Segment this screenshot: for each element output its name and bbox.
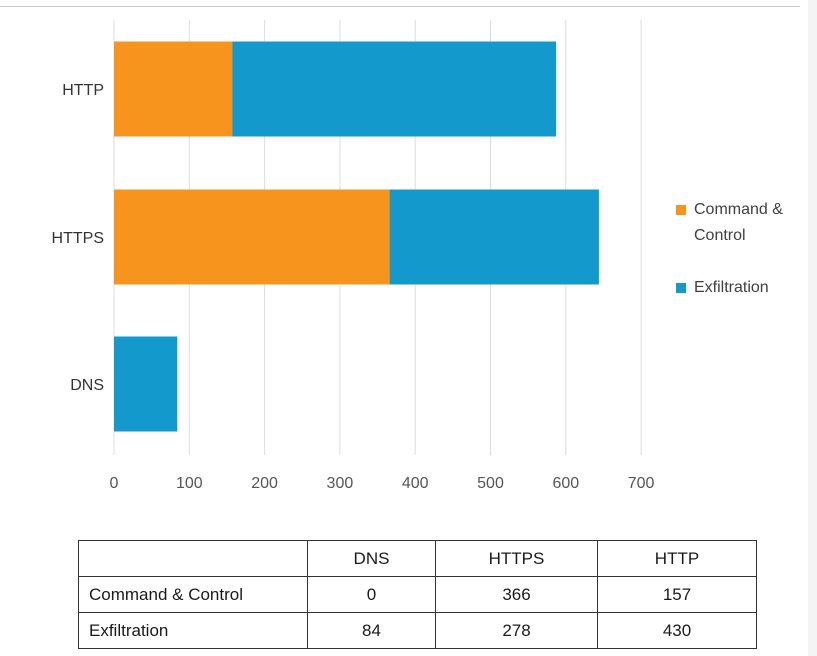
table-header-row: DNS HTTPS HTTP [78, 540, 757, 577]
x-tick-label: 500 [477, 475, 504, 492]
table-header-cell: HTTPS [435, 540, 598, 577]
legend-label-line: Control [694, 227, 746, 244]
legend-swatch-command-control [676, 205, 686, 215]
bar-exfiltration [232, 41, 557, 137]
table-row-label: Command & Control [78, 576, 308, 613]
table-row-label: Exfiltration [78, 612, 308, 649]
y-category-label: DNS [70, 377, 104, 394]
table-cell: 366 [435, 576, 598, 613]
x-tick-label: 400 [402, 475, 429, 492]
x-tick-label: 0 [110, 475, 119, 492]
x-tick-labels: 0 100 200 300 400 500 600 700 [110, 475, 655, 492]
y-category-label: HTTP [62, 82, 104, 99]
legend-label-line: Command & [694, 201, 783, 218]
stacked-bar-chart: 0 100 200 300 400 500 600 700 HTTP HTTPS DNS [52, 20, 655, 492]
legend-item-exfiltration: Exfiltration [676, 275, 811, 301]
x-tick-label: 600 [552, 475, 579, 492]
x-tick-label: 200 [251, 475, 278, 492]
table-header-cell: HTTP [597, 540, 757, 577]
bar-exfiltration [114, 336, 178, 432]
data-table: DNS HTTPS HTTP Command & Control 0 366 1… [78, 540, 757, 649]
x-tick-label: 700 [628, 475, 655, 492]
legend-label-command-control: Command & Control [694, 197, 783, 249]
chart-legend: Command & Control Exfiltration [676, 197, 811, 327]
legend-label-exfiltration: Exfiltration [694, 279, 769, 296]
bar-command-control [114, 189, 390, 285]
top-border [0, 6, 800, 7]
table-cell: 430 [597, 612, 757, 649]
table-row: Command & Control 0 366 157 [78, 576, 757, 613]
x-tick-label: 100 [176, 475, 203, 492]
table-header-cell: DNS [307, 540, 436, 577]
y-category-labels: HTTP HTTPS DNS [52, 82, 104, 394]
table-cell: 278 [435, 612, 598, 649]
table-row: Exfiltration 84 278 430 [78, 612, 757, 649]
bars [114, 41, 599, 432]
x-tick-label: 300 [327, 475, 354, 492]
table-cell: 84 [307, 612, 436, 649]
table-cell: 0 [307, 576, 436, 613]
legend-item-command-control: Command & Control [676, 197, 811, 249]
legend-swatch-exfiltration [676, 283, 686, 293]
table-cell: 157 [597, 576, 757, 613]
right-edge-shade [808, 0, 817, 656]
table-header-cell [78, 540, 308, 577]
bar-command-control [114, 41, 233, 137]
y-category-label: HTTPS [52, 230, 104, 247]
bar-exfiltration [389, 189, 599, 285]
